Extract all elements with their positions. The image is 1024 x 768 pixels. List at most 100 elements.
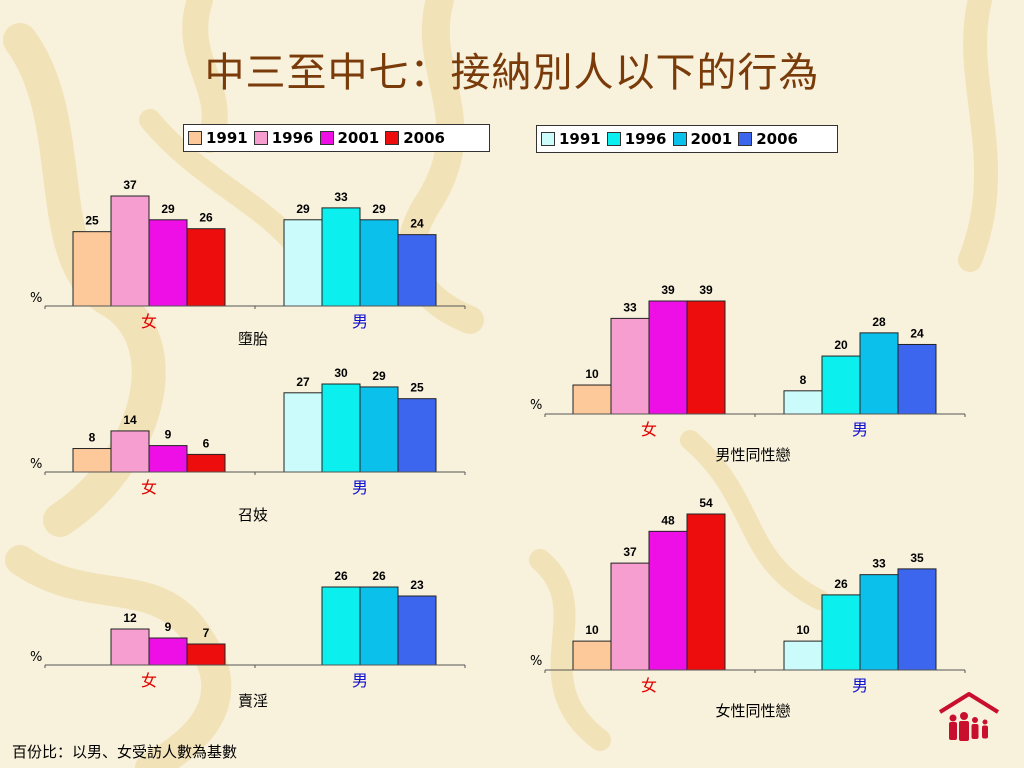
- chart-soliciting: 8 14 9 6 27 30 29 25% 女 男召妓: [30, 366, 466, 524]
- bar: [859, 574, 899, 671]
- bar: [321, 207, 361, 307]
- category-label-male: 男: [352, 312, 368, 331]
- data-label: 29: [296, 202, 310, 216]
- data-label: 14: [123, 413, 137, 427]
- data-label: 10: [585, 367, 599, 381]
- data-label: 29: [372, 369, 386, 383]
- legend-label: 2006: [756, 130, 798, 148]
- bar: [686, 513, 726, 671]
- legend-label: 2006: [403, 129, 445, 147]
- bar: [783, 390, 823, 415]
- footnote: 百份比：以男、女受訪人數為基數: [12, 743, 238, 761]
- data-label: 33: [623, 300, 637, 314]
- chart-abortion: 25 37 29 26 29 33 29 24% 女 男墮胎: [30, 178, 466, 348]
- y-unit-label: %: [30, 457, 42, 472]
- data-label: 48: [661, 513, 675, 527]
- category-label-female: 女: [141, 671, 157, 690]
- bar: [397, 398, 437, 473]
- bar: [186, 228, 226, 307]
- y-unit-label: %: [530, 654, 542, 669]
- bar: [859, 332, 899, 415]
- legend-item-1996: 1996: [606, 130, 667, 148]
- bar: [359, 386, 399, 473]
- legend-male: 1991 1996 2001 2006: [536, 125, 838, 153]
- data-label: 9: [165, 620, 172, 634]
- bar: [72, 231, 112, 307]
- y-unit-label: %: [30, 291, 42, 306]
- data-label: 30: [334, 366, 348, 380]
- data-label: 24: [910, 326, 924, 340]
- bar: [186, 453, 226, 473]
- data-label: 10: [585, 623, 599, 637]
- bar: [610, 317, 650, 415]
- legend-swatch: [738, 132, 753, 146]
- data-label: 9: [165, 428, 172, 442]
- bar: [686, 300, 726, 415]
- category-label-female: 女: [141, 312, 157, 331]
- legend-item-2001: 2001: [672, 130, 733, 148]
- bar: [648, 530, 688, 671]
- legend-label: 2001: [690, 130, 733, 148]
- legend-swatch: [188, 131, 202, 145]
- legend-female: 1991 1996 2001 2006: [183, 124, 490, 152]
- page-title: 中三至中七：接納別人以下的行為: [204, 50, 820, 96]
- bar: [110, 430, 150, 473]
- bar: [572, 384, 612, 415]
- bar: [148, 445, 188, 473]
- data-label: 33: [872, 557, 886, 571]
- legend-swatch: [319, 131, 334, 145]
- bar: [148, 219, 188, 307]
- bar: [648, 300, 688, 415]
- y-unit-label: %: [530, 398, 542, 413]
- data-label: 26: [372, 569, 386, 583]
- data-label: 39: [699, 283, 713, 297]
- legend-label: 1991: [206, 129, 248, 147]
- data-label: 28: [872, 315, 886, 329]
- data-label: 37: [623, 545, 637, 559]
- y-unit-label: %: [30, 650, 42, 665]
- bar: [186, 643, 226, 666]
- data-label: 24: [410, 217, 424, 231]
- bar: [110, 628, 150, 666]
- data-label: 25: [85, 214, 99, 228]
- category-label-male: 男: [352, 478, 368, 497]
- bar: [321, 383, 361, 473]
- data-label: 26: [199, 211, 213, 225]
- legend-item-1991: 1991: [188, 129, 248, 147]
- legend-swatch: [541, 132, 555, 146]
- data-label: 37: [123, 178, 137, 192]
- data-label: 29: [372, 202, 386, 216]
- data-label: 6: [203, 436, 210, 450]
- bar: [110, 195, 150, 307]
- bar: [397, 595, 437, 666]
- bar: [321, 586, 361, 666]
- chart-prostitution: 12 9 7 26 26 23% 女 男賣淫: [30, 569, 466, 710]
- legend-item-2006: 2006: [738, 130, 798, 148]
- data-label: 25: [410, 381, 424, 395]
- legend-label: 1996: [271, 129, 314, 147]
- legend-item-2001: 2001: [319, 129, 379, 147]
- chart-title: 賣淫: [238, 692, 268, 710]
- legend-label: 1996: [624, 130, 667, 148]
- data-label: 8: [89, 431, 96, 445]
- data-label: 7: [203, 626, 210, 640]
- data-label: 12: [123, 611, 137, 625]
- bar: [897, 343, 937, 415]
- bar: [359, 586, 399, 666]
- bar: [148, 637, 188, 666]
- data-label: 27: [296, 375, 310, 389]
- data-label: 8: [800, 373, 807, 387]
- category-label-female: 女: [141, 478, 157, 497]
- bar: [72, 448, 112, 473]
- legend-item-1996: 1996: [253, 129, 314, 147]
- chart-title: 召妓: [238, 506, 268, 524]
- category-label-male: 男: [852, 420, 868, 439]
- category-label-male: 男: [852, 676, 868, 695]
- legend-swatch: [606, 132, 621, 146]
- category-label-male: 男: [352, 671, 368, 690]
- bar: [283, 219, 323, 307]
- data-label: 20: [834, 338, 848, 352]
- data-label: 29: [161, 202, 175, 216]
